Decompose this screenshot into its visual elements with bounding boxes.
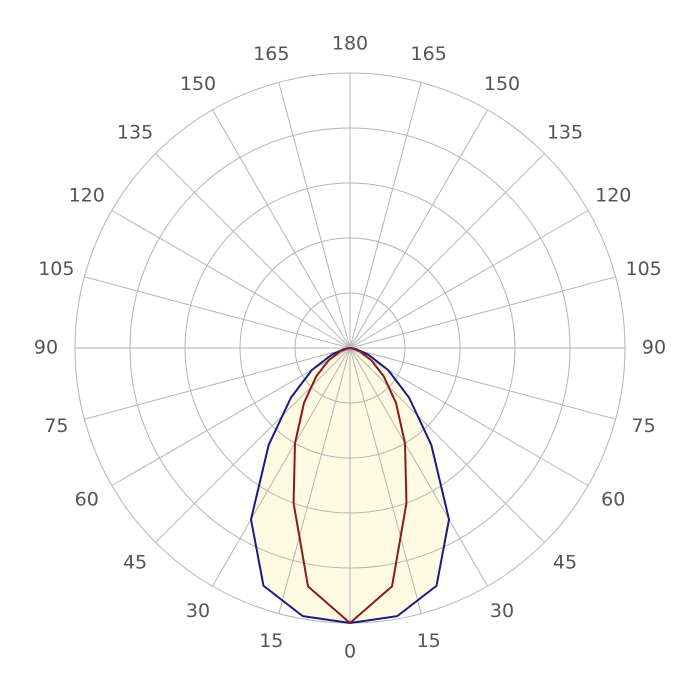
- spoke: [349, 109, 488, 349]
- angle-label: 45: [553, 551, 577, 573]
- spoke: [155, 347, 351, 543]
- spoke: [84, 276, 351, 349]
- spoke: [278, 347, 351, 614]
- spoke: [349, 82, 422, 349]
- angle-label: 15: [259, 630, 283, 652]
- spoke: [349, 153, 545, 349]
- angle-label: 60: [75, 489, 99, 511]
- spoke: [349, 347, 545, 543]
- angle-label: 165: [411, 43, 447, 65]
- angle-label: 30: [186, 600, 210, 622]
- angle-label: 75: [632, 415, 656, 437]
- angle-label: 90: [642, 337, 666, 359]
- spoke: [155, 153, 351, 349]
- angle-label: 45: [123, 551, 147, 573]
- angle-label: 180: [332, 33, 368, 55]
- spoke: [349, 347, 422, 614]
- angle-label: 75: [44, 415, 68, 437]
- series-line: [292, 347, 351, 624]
- series-line: [349, 347, 408, 624]
- angle-label: 0: [344, 641, 356, 663]
- angle-label: 15: [417, 630, 441, 652]
- angle-label: 135: [547, 122, 583, 144]
- angle-label: 120: [595, 185, 631, 207]
- spoke: [212, 347, 351, 587]
- angle-label: 105: [626, 258, 662, 280]
- spoke: [111, 210, 351, 349]
- angle-label: 135: [117, 122, 153, 144]
- series-fill: [251, 348, 350, 623]
- angle-label: 60: [601, 489, 625, 511]
- series-fill: [350, 348, 449, 623]
- spoke: [278, 82, 351, 349]
- spoke: [349, 210, 589, 349]
- spoke: [212, 109, 351, 349]
- angle-label: 105: [38, 258, 74, 280]
- angle-label: 165: [253, 43, 289, 65]
- angle-label: 150: [484, 73, 520, 95]
- spoke: [349, 276, 616, 349]
- angle-label: 120: [69, 185, 105, 207]
- spoke: [84, 347, 351, 420]
- angle-label: 30: [490, 600, 514, 622]
- spoke: [349, 347, 616, 420]
- angle-label: 90: [34, 337, 58, 359]
- spoke: [349, 347, 488, 587]
- angle-label: 150: [180, 73, 216, 95]
